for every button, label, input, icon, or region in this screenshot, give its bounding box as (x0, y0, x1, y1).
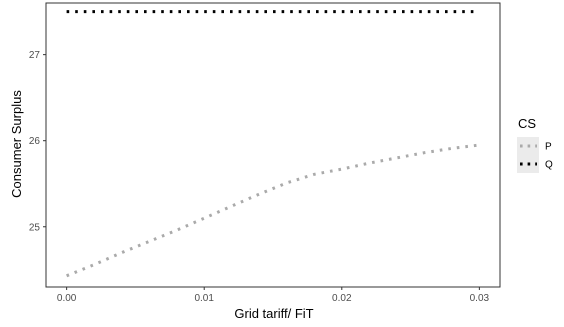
y-tick-label: 25 (29, 222, 41, 233)
x-tick-label: 0.01 (194, 293, 214, 304)
series-p-line (66, 143, 480, 278)
legend-label-p: P (545, 142, 552, 153)
plot-border (45, 2, 501, 288)
y-axis: 25 26 27 (29, 50, 46, 233)
y-axis-title: Consumer Surplus (9, 90, 24, 198)
x-tick-label: 0.02 (332, 293, 352, 304)
series-layer (66, 10, 480, 278)
legend-title: CS (518, 116, 536, 131)
plot-panel (45, 2, 501, 288)
legend-label-q: Q (545, 160, 553, 171)
y-tick-label: 27 (29, 50, 41, 61)
x-axis-title: Grid tariff/ FiT (234, 306, 313, 321)
legend: CS PQ (517, 116, 553, 173)
legend-items: PQ (517, 137, 553, 173)
x-tick-label: 0.00 (57, 293, 77, 304)
x-axis: 0.00 0.01 0.02 0.03 (57, 287, 490, 304)
y-tick-label: 26 (29, 136, 41, 147)
x-tick-label: 0.03 (470, 293, 490, 304)
